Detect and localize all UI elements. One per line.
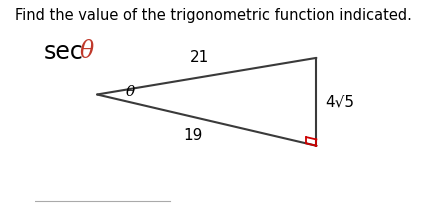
Text: 19: 19 bbox=[183, 128, 202, 144]
Text: θ: θ bbox=[79, 40, 94, 63]
Text: 21: 21 bbox=[190, 50, 209, 65]
Text: 4√5: 4√5 bbox=[325, 94, 354, 109]
Text: Find the value of the trigonometric function indicated.: Find the value of the trigonometric func… bbox=[14, 8, 412, 23]
Text: θ: θ bbox=[126, 85, 135, 99]
Text: sec: sec bbox=[43, 40, 83, 64]
